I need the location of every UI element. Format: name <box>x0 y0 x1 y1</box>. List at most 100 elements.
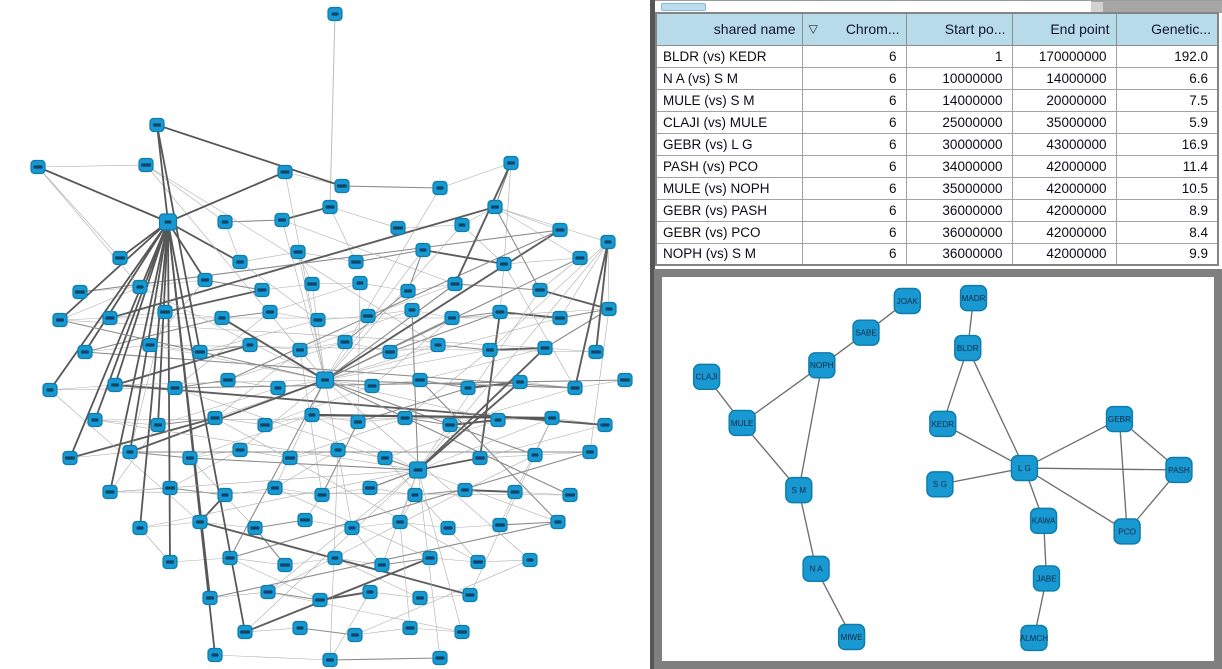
graph-node[interactable] <box>404 302 420 318</box>
graph-edge[interactable] <box>419 379 559 523</box>
graph-node[interactable] <box>214 310 230 326</box>
graph-edge[interactable] <box>139 286 326 381</box>
table-cell[interactable]: 36000000 <box>905 242 1013 266</box>
graph-node-noph[interactable]: NOPH <box>808 352 836 379</box>
graph-node[interactable] <box>157 304 173 320</box>
graph-edge[interactable] <box>267 591 321 601</box>
graph-edge[interactable] <box>417 417 553 471</box>
graph-edge[interactable] <box>429 557 479 563</box>
graph-edge[interactable] <box>94 419 159 426</box>
graph-edge[interactable] <box>539 289 610 310</box>
graph-edge[interactable] <box>157 221 169 426</box>
graph-node[interactable] <box>544 410 560 426</box>
graph-node[interactable] <box>207 410 223 426</box>
graph-edge[interactable] <box>798 365 823 491</box>
graph-edge[interactable] <box>274 487 323 496</box>
graph-edge[interactable] <box>267 469 419 593</box>
graph-edge[interactable] <box>199 319 319 353</box>
graph-edge[interactable] <box>189 449 241 459</box>
graph-node[interactable] <box>72 284 88 300</box>
table-cell[interactable]: 20000000 <box>1011 88 1117 112</box>
graph-node[interactable] <box>197 272 213 288</box>
graph-node-gebr[interactable]: GEBR <box>1105 405 1134 433</box>
graph-edge[interactable] <box>239 449 291 459</box>
table-cell[interactable]: BLDR (vs) KEDR <box>655 44 803 68</box>
graph-node[interactable] <box>472 450 488 466</box>
graph-edge[interactable] <box>454 283 541 291</box>
graph-edge[interactable] <box>84 351 576 389</box>
graph-edge[interactable] <box>59 221 169 321</box>
graph-edge[interactable] <box>114 344 251 386</box>
graph-node[interactable] <box>182 450 198 466</box>
table-cell[interactable]: 10000000 <box>905 66 1013 90</box>
graph-edge[interactable] <box>164 289 263 313</box>
graph-edge[interactable] <box>494 206 541 291</box>
table-cell[interactable]: MULE (vs) NOPH <box>655 176 803 200</box>
graph-edge[interactable] <box>284 557 336 566</box>
table-cell[interactable]: NOPH (vs) S M <box>655 242 803 266</box>
graph-edge[interactable] <box>284 171 326 381</box>
graph-node[interactable] <box>292 342 308 358</box>
graph-edge[interactable] <box>311 282 361 285</box>
graph-node[interactable] <box>400 283 416 299</box>
table-horizontal-scrollbar[interactable] <box>655 0 1222 13</box>
graph-node[interactable] <box>350 414 366 430</box>
graph-edge[interactable] <box>244 627 301 633</box>
graph-edge[interactable] <box>209 591 269 599</box>
graph-node[interactable] <box>322 652 338 668</box>
graph-node[interactable] <box>158 213 178 231</box>
graph-edge[interactable] <box>1024 418 1120 469</box>
graph-node[interactable] <box>262 304 278 320</box>
graph-edge[interactable] <box>229 451 591 559</box>
graph-edge[interactable] <box>79 229 561 293</box>
table-cell[interactable]: 30000000 <box>905 132 1013 156</box>
graph-edge[interactable] <box>269 311 319 321</box>
graph-node[interactable] <box>87 412 103 428</box>
graph-node[interactable] <box>492 304 508 320</box>
graph-node[interactable] <box>390 220 406 236</box>
table-cell[interactable]: 6 <box>801 110 907 134</box>
graph-edge[interactable] <box>417 469 559 523</box>
graph-edge[interactable] <box>229 557 321 601</box>
graph-node[interactable] <box>344 520 360 536</box>
graph-edge[interactable] <box>84 344 151 353</box>
graph-node[interactable] <box>102 310 118 326</box>
graph-edge[interactable] <box>84 317 223 353</box>
graph-node[interactable] <box>290 244 306 260</box>
graph-node[interactable] <box>460 380 476 396</box>
scrollbar-button[interactable] <box>1091 2 1103 13</box>
graph-edge[interactable] <box>109 491 571 496</box>
graph-node[interactable] <box>247 520 263 536</box>
table-cell[interactable]: 6 <box>801 88 907 112</box>
graph-edge[interactable] <box>321 487 371 496</box>
graph-edge[interactable] <box>261 283 313 291</box>
graph-node[interactable] <box>412 372 428 388</box>
graph-node-kedr[interactable]: KEDR <box>929 410 957 438</box>
graph-edge[interactable] <box>224 219 283 223</box>
graph-node-miwe[interactable]: MIWE <box>837 623 866 651</box>
graph-node[interactable] <box>490 412 506 428</box>
graph-node[interactable] <box>532 282 548 298</box>
graph-edge[interactable] <box>351 521 401 529</box>
graph-node[interactable] <box>277 164 293 180</box>
table-cell[interactable]: 25000000 <box>905 110 1013 134</box>
graph-node-kawa[interactable]: KAWA <box>1029 507 1058 535</box>
graph-edge[interactable] <box>214 654 331 661</box>
graph-node[interactable] <box>217 487 233 503</box>
graph-node[interactable] <box>167 380 183 396</box>
graph-node-mule[interactable]: MULE <box>728 409 756 437</box>
graph-edge[interactable] <box>109 221 169 493</box>
graph-edge[interactable] <box>174 379 626 389</box>
graph-edge[interactable] <box>156 124 169 223</box>
graph-edge[interactable] <box>267 489 466 593</box>
graph-node[interactable] <box>507 484 523 500</box>
graph-edge[interactable] <box>417 381 521 471</box>
graph-edge[interactable] <box>503 257 581 265</box>
graph-edge[interactable] <box>274 379 326 489</box>
graph-node[interactable] <box>444 310 460 326</box>
graph-edge[interactable] <box>249 344 301 351</box>
graph-edge[interactable] <box>589 308 610 453</box>
graph-node[interactable] <box>254 282 270 298</box>
graph-edge[interactable] <box>145 164 226 223</box>
graph-edge[interactable] <box>489 347 546 351</box>
